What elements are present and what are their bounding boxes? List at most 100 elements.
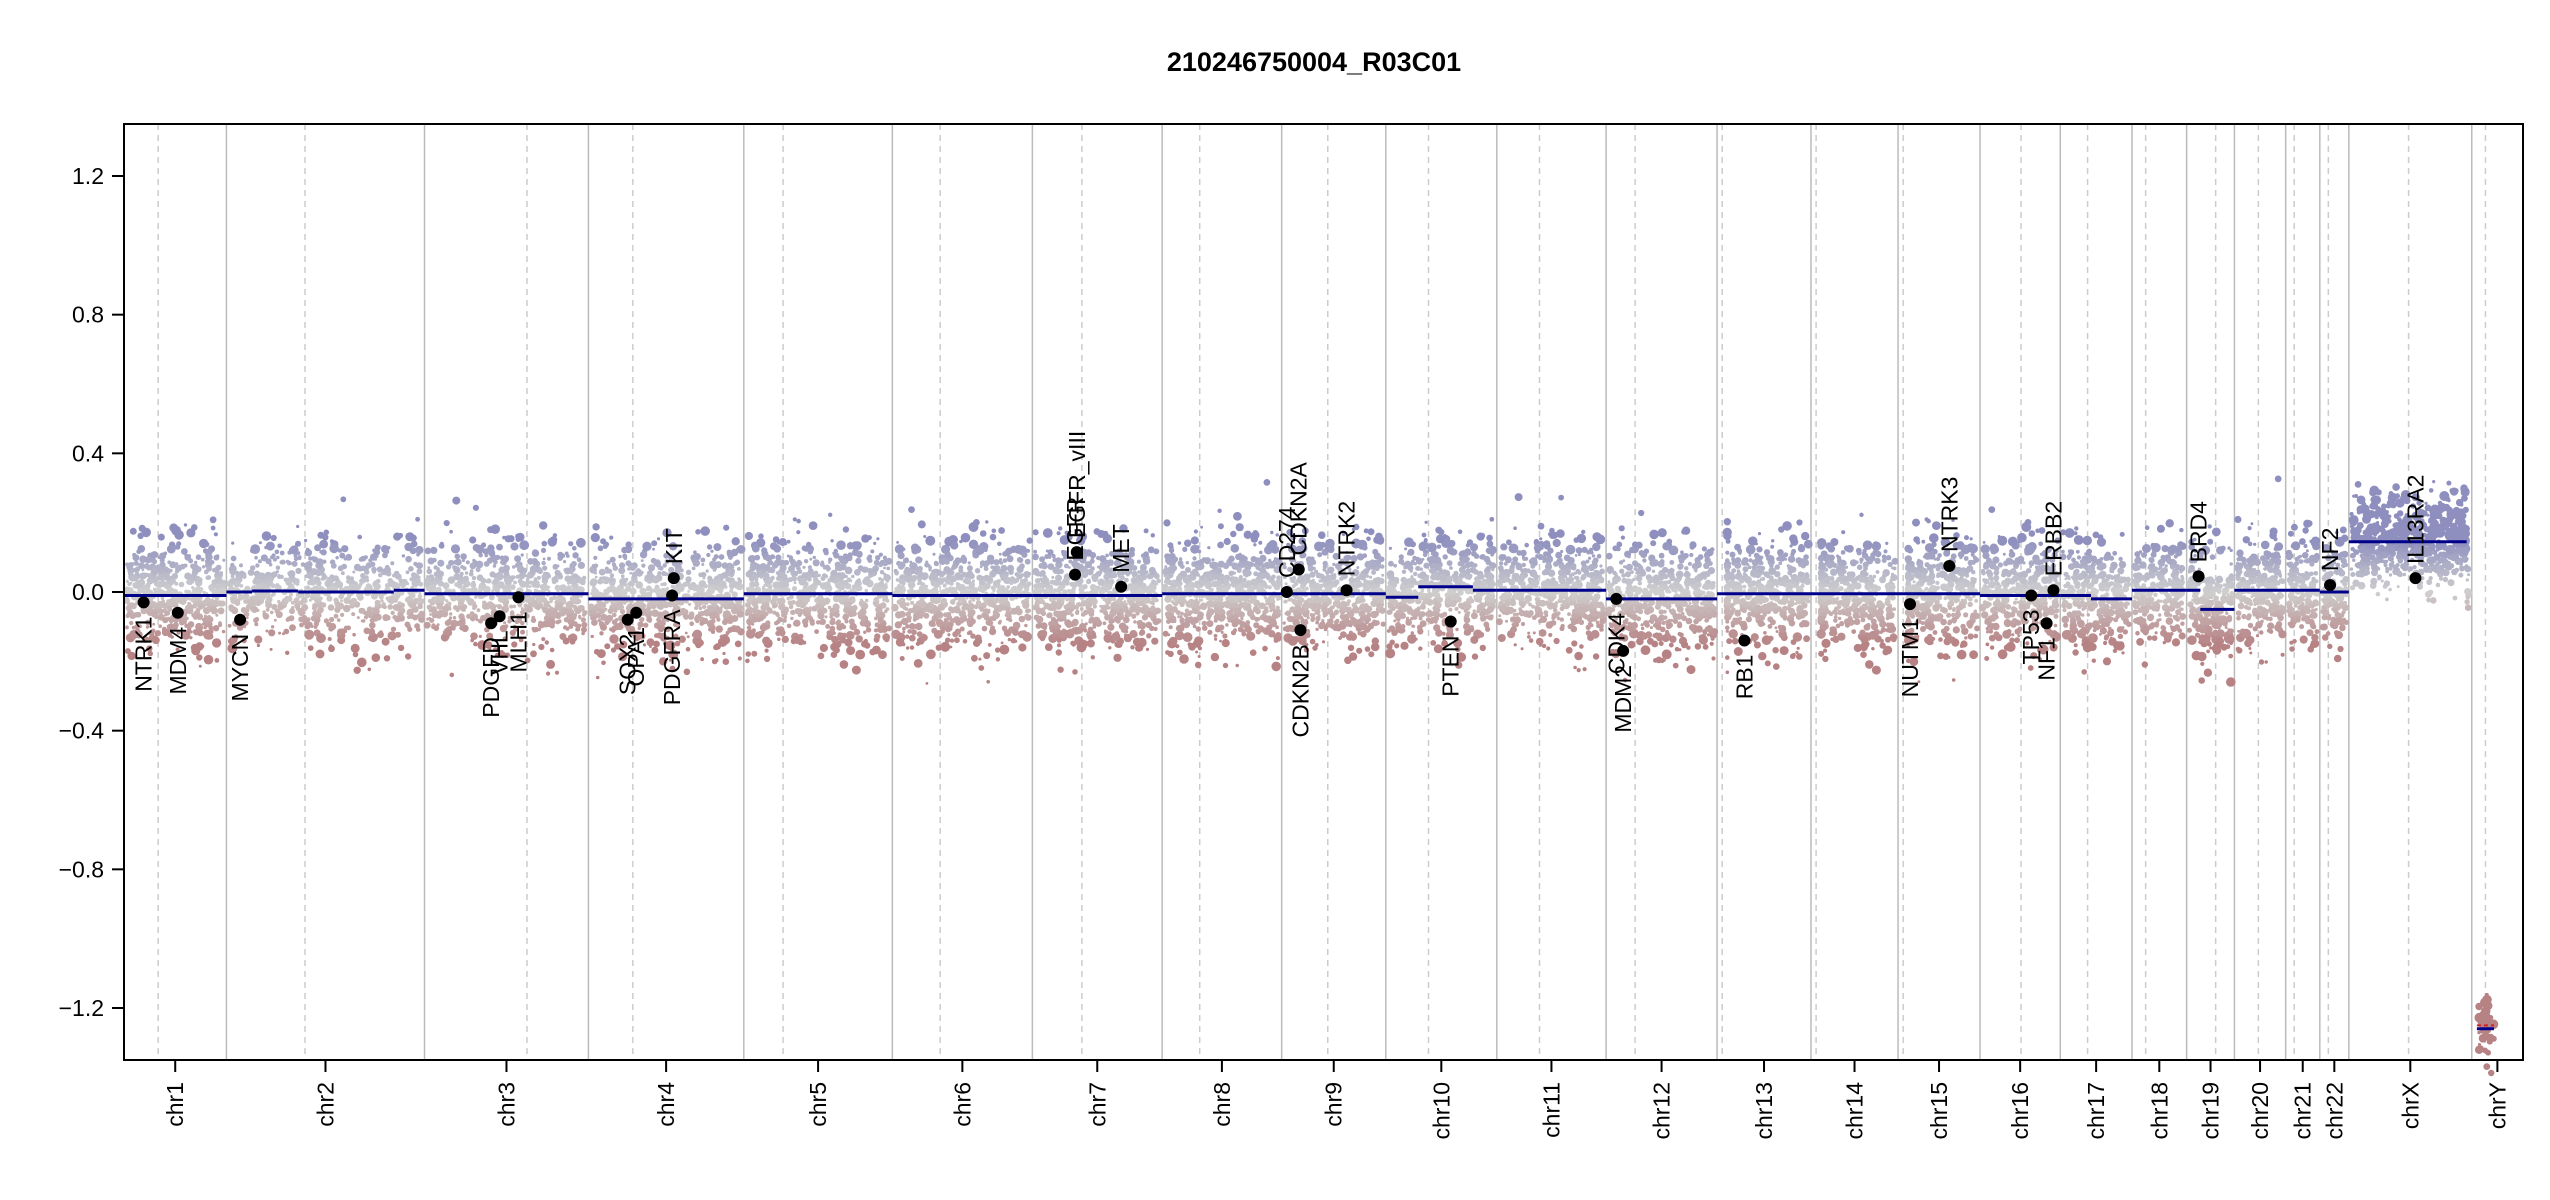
- probe-point: [297, 608, 305, 615]
- probe-point: [621, 578, 628, 584]
- probe-point: [833, 594, 838, 599]
- probe-point: [196, 654, 203, 661]
- probe-point: [845, 630, 855, 640]
- probe-point: [974, 568, 981, 574]
- probe-point: [209, 586, 215, 592]
- probe-point: [737, 567, 741, 571]
- probe-point: [930, 588, 936, 594]
- probe-point: [602, 544, 608, 549]
- probe-point: [240, 607, 247, 614]
- probe-point: [320, 602, 327, 608]
- probe-point: [1026, 581, 1032, 587]
- probe-point: [390, 610, 395, 616]
- probe-point: [311, 595, 317, 601]
- probe-point: [397, 601, 402, 605]
- probe-point: [1100, 586, 1106, 591]
- probe-point: [431, 608, 438, 616]
- probe-point: [204, 541, 210, 548]
- probe-point: [882, 584, 888, 590]
- probe-point: [1122, 616, 1130, 624]
- probe-point: [1066, 607, 1072, 614]
- probe-point: [469, 562, 477, 570]
- probe-point: [260, 554, 268, 562]
- probe-point: [514, 555, 522, 563]
- probe-point: [944, 549, 949, 554]
- probe-point: [761, 622, 766, 627]
- probe-point: [1179, 654, 1189, 664]
- probe-point: [661, 570, 667, 577]
- probe-point: [427, 617, 432, 621]
- probe-point: [569, 638, 576, 645]
- probe-point: [801, 572, 808, 579]
- probe-point: [979, 560, 986, 567]
- probe-point: [569, 570, 574, 575]
- probe-point: [140, 582, 144, 586]
- probe-point: [1022, 601, 1030, 609]
- probe-point: [158, 624, 162, 628]
- probe-point: [523, 608, 527, 612]
- probe-point: [657, 571, 662, 576]
- probe-point: [392, 574, 396, 578]
- probe-point: [275, 565, 281, 570]
- probe-point: [610, 601, 614, 605]
- probe-point: [294, 580, 299, 585]
- probe-point: [863, 630, 867, 634]
- probe-point: [1063, 577, 1070, 583]
- probe-point: [1200, 525, 1203, 529]
- probe-point: [979, 530, 987, 537]
- probe-point: [1051, 619, 1059, 626]
- probe-point: [1090, 655, 1096, 660]
- probe-point: [1092, 576, 1098, 583]
- probe-point: [997, 541, 1002, 547]
- probe-point: [142, 638, 146, 642]
- probe-point: [1039, 556, 1046, 563]
- probe-point: [1168, 636, 1178, 646]
- probe-point: [819, 643, 829, 653]
- probe-point: [705, 569, 709, 573]
- probe-point: [332, 575, 339, 582]
- probe-point: [213, 532, 218, 537]
- probe-point: [1121, 604, 1125, 608]
- probe-point: [138, 524, 146, 533]
- probe-point: [1012, 588, 1017, 593]
- probe-point: [656, 594, 660, 598]
- probe-point: [445, 599, 449, 603]
- probe-point: [996, 579, 1001, 584]
- probe-point: [363, 627, 371, 635]
- probe-point: [312, 605, 317, 611]
- probe-point: [265, 629, 269, 633]
- probe-point: [352, 598, 357, 603]
- probe-point: [736, 545, 746, 554]
- probe-point: [970, 618, 976, 625]
- probe-point: [915, 610, 924, 618]
- probe-point: [275, 611, 283, 619]
- probe-point: [162, 617, 169, 624]
- probe-point: [476, 608, 481, 613]
- probe-point: [546, 671, 551, 676]
- probe-point: [930, 572, 938, 580]
- probe-point: [1040, 587, 1045, 592]
- probe-point: [836, 540, 846, 550]
- probe-point: [1130, 645, 1135, 650]
- probe-point: [1120, 612, 1124, 616]
- probe-point: [691, 556, 695, 560]
- probe-point: [616, 602, 624, 610]
- probe-point: [336, 618, 341, 622]
- probe-point: [1024, 586, 1030, 592]
- probe-point: [831, 635, 839, 644]
- probe-point: [691, 581, 695, 586]
- probe-point: [1117, 613, 1121, 618]
- probe-point: [592, 523, 600, 531]
- probe-point: [596, 579, 601, 584]
- probe-point: [761, 586, 765, 589]
- probe-point: [196, 613, 203, 620]
- probe-point: [255, 574, 259, 579]
- probe-point: [645, 591, 653, 599]
- probe-point: [872, 648, 876, 652]
- probe-point: [258, 592, 267, 601]
- probe-point: [314, 544, 322, 552]
- probe-point: [378, 630, 384, 635]
- probe-point: [387, 596, 394, 604]
- probe-point: [470, 632, 478, 640]
- probe-point: [855, 557, 862, 565]
